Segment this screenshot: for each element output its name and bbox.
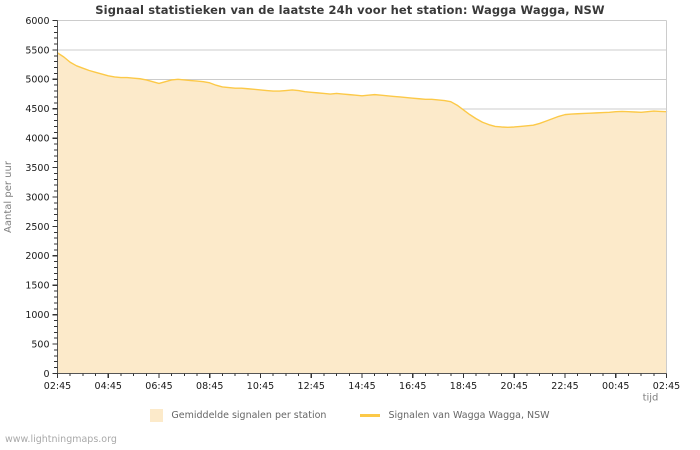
svg-text:1000: 1000 (25, 310, 49, 321)
svg-text:5500: 5500 (25, 45, 49, 56)
svg-text:22:45: 22:45 (551, 381, 578, 392)
svg-text:1500: 1500 (25, 281, 49, 292)
svg-text:2000: 2000 (25, 251, 49, 262)
svg-text:20:45: 20:45 (501, 381, 528, 392)
svg-text:18:45: 18:45 (450, 381, 477, 392)
y-axis-ticks: 0 500 1000 1500 2000 2500 3000 3500 4000 4500 5000… (25, 16, 58, 380)
svg-text:02:45: 02:45 (653, 381, 680, 392)
svg-text:16:45: 16:45 (399, 381, 426, 392)
svg-text:6000: 6000 (25, 16, 49, 27)
legend-swatch-area-icon (150, 409, 164, 422)
svg-text:500: 500 (31, 339, 49, 350)
chart-title: Signaal statistieken van de laatste 24h … (95, 3, 605, 17)
svg-text:5000: 5000 (25, 75, 49, 86)
svg-text:12:45: 12:45 (298, 381, 325, 392)
x-axis-ticks: 02:45 04:45 06:45 08:45 10:45 12:45 14:45 16:45… (44, 373, 680, 392)
legend-item-station: Signalen van Wagga Wagga, NSW (360, 410, 550, 421)
chart-legend: Gemiddelde signalen per station Signalen… (0, 409, 700, 422)
y-axis-label: Aantal per uur (3, 160, 14, 233)
svg-text:02:45: 02:45 (44, 381, 71, 392)
svg-text:00:45: 00:45 (602, 381, 629, 392)
svg-text:3000: 3000 (25, 192, 49, 203)
area-series (57, 52, 667, 374)
svg-text:06:45: 06:45 (145, 381, 172, 392)
svg-text:2500: 2500 (25, 222, 49, 233)
svg-text:3500: 3500 (25, 163, 49, 174)
svg-text:0: 0 (43, 369, 49, 380)
legend-item-average: Gemiddelde signalen per station (150, 409, 326, 422)
svg-text:4000: 4000 (25, 134, 49, 145)
legend-label-average: Gemiddelde signalen per station (171, 410, 327, 421)
line-series (56, 52, 668, 128)
svg-text:10:45: 10:45 (247, 381, 274, 392)
svg-text:04:45: 04:45 (95, 381, 122, 392)
legend-swatch-line-icon (360, 414, 381, 417)
legend-label-station: Signalen van Wagga Wagga, NSW (388, 410, 550, 421)
svg-text:4500: 4500 (25, 104, 49, 115)
svg-text:08:45: 08:45 (196, 381, 223, 392)
chart-plot-area: 0 500 1000 1500 2000 2500 3000 3500 4000 4500 5000… (3, 16, 680, 404)
svg-text:14:45: 14:45 (348, 381, 375, 392)
x-axis-label: tijd (643, 393, 659, 404)
footer-attribution: www.lightningmaps.org (5, 434, 117, 445)
